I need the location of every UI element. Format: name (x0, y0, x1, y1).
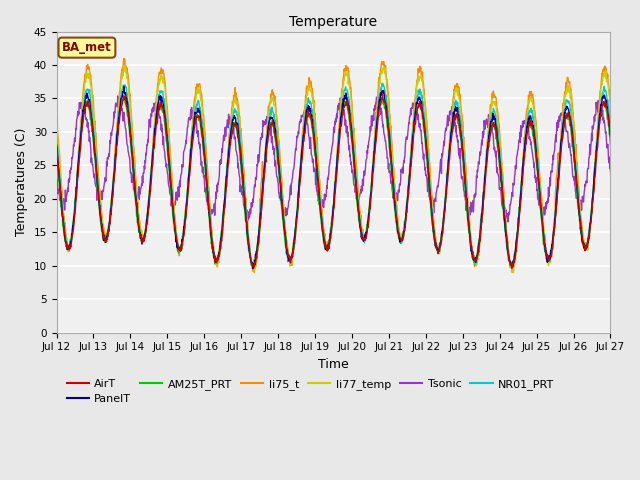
X-axis label: Time: Time (318, 358, 349, 371)
Text: BA_met: BA_met (62, 41, 112, 54)
Title: Temperature: Temperature (289, 15, 378, 29)
Legend: AirT, PanelT, AM25T_PRT, li75_t, li77_temp, Tsonic, NR01_PRT: AirT, PanelT, AM25T_PRT, li75_t, li77_te… (62, 374, 559, 409)
Y-axis label: Temperatures (C): Temperatures (C) (15, 128, 28, 236)
